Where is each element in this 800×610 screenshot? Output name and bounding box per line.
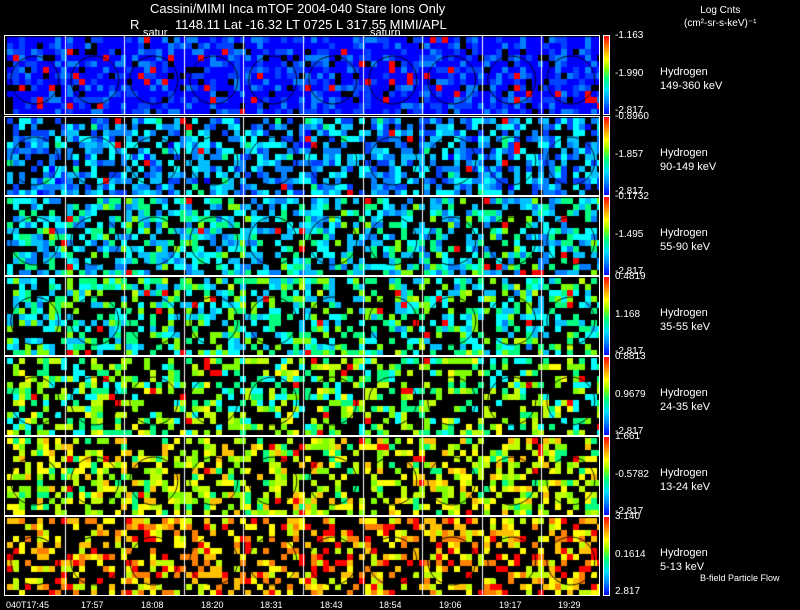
particle-image-strip [5, 117, 599, 195]
energy-range-label: 55-90 keV [660, 241, 711, 253]
colorbar-mid-value: -1.857 [615, 149, 644, 160]
colorbar-title: Log Cnts (cm²-sr-s-keV)⁻¹ [684, 4, 756, 30]
time-tick-label: 18:20 [201, 600, 224, 610]
energy-range-label: 149-360 keV [660, 80, 723, 92]
colorbar-min-value: -2.817 [615, 426, 644, 437]
plot-title: Cassini/MIMI Inca mTOF 2004-040 Stare Io… [150, 1, 446, 16]
colorbar-max-value: 0.8813 [615, 351, 646, 362]
colorbar-max-value: -0.1732 [615, 191, 649, 202]
time-tick-label: 19:17 [499, 600, 522, 610]
colorbar-max-value: -1.163 [615, 30, 644, 41]
panel-label: Hydrogen 149-360 keV [660, 65, 722, 93]
colorbar-mid-value: 0.1614 [615, 549, 646, 560]
species-label: Hydrogen [660, 66, 708, 78]
time-tick-label: 040T17:45 [6, 600, 50, 610]
colorbar-title-line2: (cm²-sr-s-keV)⁻¹ [684, 18, 757, 29]
overlay-label-right: saturn [370, 27, 401, 39]
colorbar [603, 276, 610, 356]
time-tick-label: 18:43 [320, 600, 343, 610]
colorbar [603, 116, 610, 196]
time-tick-label: 19:06 [439, 600, 462, 610]
energy-range-label: 90-149 keV [660, 161, 717, 173]
colorbar-min-value: -2.817 [615, 186, 644, 197]
species-label: Hydrogen [660, 227, 708, 239]
energy-range-label: 13-24 keV [660, 481, 711, 493]
time-tick-label: 18:54 [379, 600, 402, 610]
colorbar-min-value: -2.817 [615, 105, 644, 116]
energy-panel [4, 276, 600, 356]
particle-image-strip [5, 517, 599, 595]
panel-label: Hydrogen 35-55 keV [660, 306, 710, 334]
colorbar-max-value: 3.140 [615, 511, 641, 522]
panel-label: Hydrogen 5-13 keV [660, 546, 708, 574]
energy-panel [4, 356, 600, 436]
colorbar-mid-value: -1.990 [615, 68, 644, 79]
colorbar-mid-value: 0.9679 [615, 389, 646, 400]
panel-label: Hydrogen 13-24 keV [660, 466, 710, 494]
energy-panel [4, 116, 600, 196]
colorbar-max-value: 1.661 [615, 431, 641, 442]
colorbar-title-line1: Log Cnts [700, 5, 741, 16]
colorbar-min-value: 2.817 [615, 586, 641, 597]
particle-image-strip [5, 197, 599, 275]
species-label: Hydrogen [660, 307, 708, 319]
colorbar-mid-value: -0.5782 [615, 469, 649, 480]
species-label: Hydrogen [660, 147, 708, 159]
energy-range-label: 24-35 keV [660, 401, 711, 413]
footer-note: B-field Particle Flow [700, 573, 780, 583]
colorbar-max-value: 0.4819 [615, 271, 646, 282]
colorbar [603, 356, 610, 436]
time-tick-label: 18:08 [141, 600, 164, 610]
colorbar [603, 196, 610, 276]
particle-image-strip [5, 437, 599, 515]
colorbar [603, 436, 610, 516]
energy-panel [4, 436, 600, 516]
panel-label: Hydrogen 90-149 keV [660, 146, 716, 174]
colorbar-mid-value: 1.168 [615, 309, 641, 320]
energy-range-label: 5-13 keV [660, 561, 705, 573]
particle-image-strip [5, 277, 599, 355]
colorbar-min-value: -2.817 [615, 506, 644, 517]
energy-panel [4, 35, 600, 115]
species-label: Hydrogen [660, 387, 708, 399]
colorbar-max-value: -0.8960 [615, 111, 649, 122]
energy-panel [4, 196, 600, 276]
r-label: R [130, 17, 140, 32]
time-tick-label: 17:57 [81, 600, 104, 610]
species-label: Hydrogen [660, 547, 708, 559]
particle-image-strip [5, 36, 599, 114]
energy-panel [4, 516, 600, 596]
colorbar [603, 516, 610, 596]
particle-image-strip [5, 357, 599, 435]
overlay-label-left: satur [143, 27, 168, 39]
energy-range-label: 35-55 keV [660, 321, 711, 333]
colorbar-min-value: -2.817 [615, 266, 644, 277]
plot-subtitle: 1148.11 Lat -16.32 LT 0725 L 317.55 MIMI… [175, 17, 447, 32]
panel-label: Hydrogen 24-35 keV [660, 386, 710, 414]
colorbar-mid-value: -1.495 [615, 229, 644, 240]
panel-label: Hydrogen 55-90 keV [660, 226, 710, 254]
time-tick-label: 18:31 [260, 600, 283, 610]
species-label: Hydrogen [660, 467, 708, 479]
time-tick-label: 19:29 [558, 600, 581, 610]
colorbar-min-value: -2.817 [615, 346, 644, 357]
colorbar [603, 35, 610, 115]
